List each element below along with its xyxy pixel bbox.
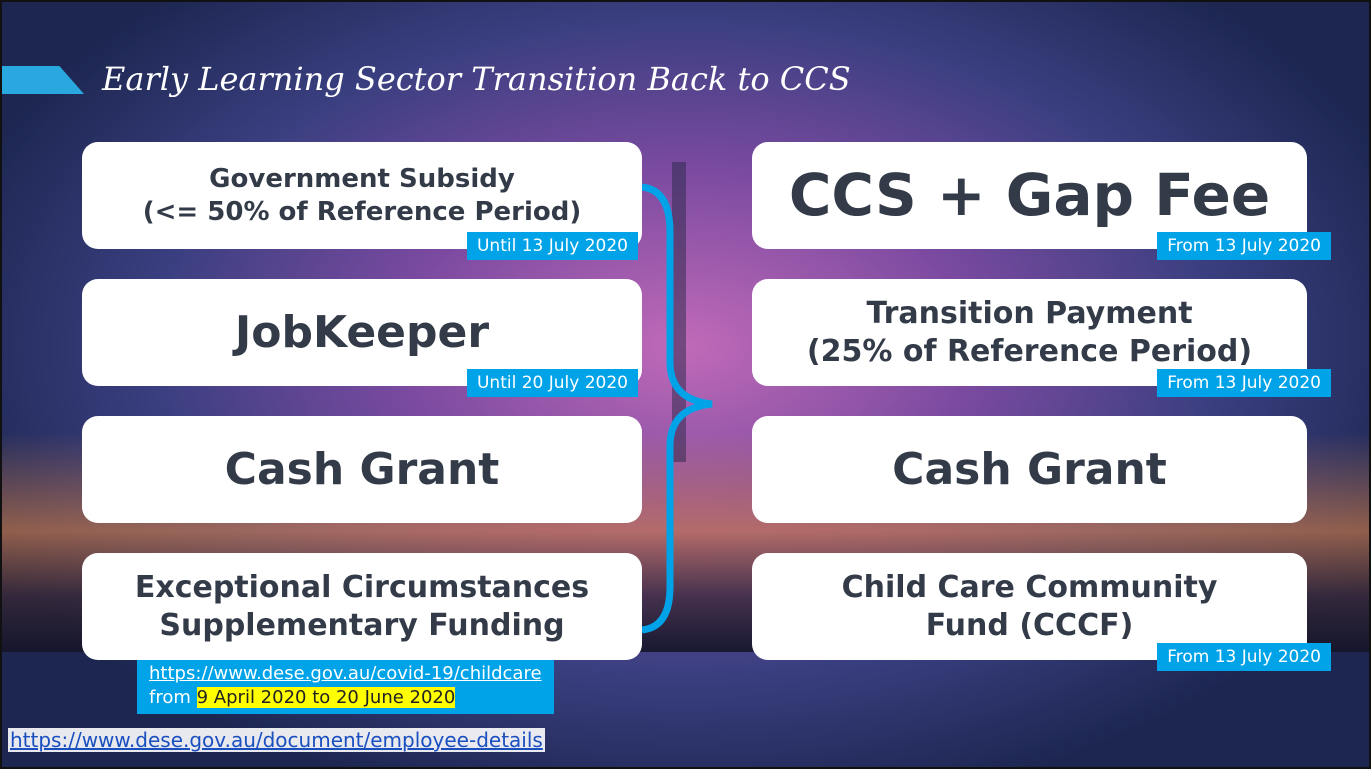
date-tag: From 13 July 2020 xyxy=(1157,369,1331,397)
card-line: Government Subsidy xyxy=(209,164,515,194)
card: Exceptional Circumstances Supplementary F… xyxy=(82,553,642,660)
card-line: Child Care Community xyxy=(841,570,1218,605)
card-label: CCS + Gap Fee xyxy=(789,159,1270,232)
card-label: Exceptional Circumstances Supplementary F… xyxy=(135,569,589,644)
card-line: Transition Payment xyxy=(866,296,1193,331)
date-tag: Until 13 July 2020 xyxy=(466,232,638,260)
note-prefix: from xyxy=(149,687,191,708)
card: JobKeeper xyxy=(82,279,642,386)
date-tag: From 13 July 2020 xyxy=(1157,232,1331,260)
card-line: (25% of Reference Period) xyxy=(806,333,1253,369)
date-tag: From 13 July 2020 xyxy=(1157,643,1331,671)
card: Cash Grant xyxy=(82,416,642,523)
footer-link[interactable]: https://www.dese.gov.au/document/employe… xyxy=(10,728,543,752)
brace xyxy=(641,183,713,634)
card-line: CCS + Gap Fee xyxy=(788,161,1271,230)
note-highlight: 9 April 2020 to 20 June 2020 xyxy=(196,687,456,708)
card-line: Cash Grant xyxy=(892,444,1167,495)
slide-title: Early Learning Sector Transition Back to… xyxy=(102,60,851,98)
card-label: Cash Grant xyxy=(892,442,1167,497)
card-label: JobKeeper xyxy=(235,305,489,360)
card: Cash Grant xyxy=(752,416,1307,523)
card-line: Supplementary Funding xyxy=(159,607,565,643)
footer: https://www.dese.gov.au/document/employe… xyxy=(8,728,545,752)
card: Child Care Community Fund (CCCF) xyxy=(752,553,1307,660)
card-label: Government Subsidy (<= 50% of Reference P… xyxy=(143,163,581,228)
card-line: Cash Grant xyxy=(224,444,500,495)
card-label: Transition Payment (25% of Reference Peri… xyxy=(807,295,1252,370)
card-line: Exceptional Circumstances xyxy=(134,570,590,605)
note-link[interactable]: https://www.dese.gov.au/covid-19/childca… xyxy=(149,663,542,684)
card-label: Child Care Community Fund (CCCF) xyxy=(842,569,1218,644)
card-label: Cash Grant xyxy=(225,442,500,497)
card: CCS + Gap Fee xyxy=(752,142,1307,249)
date-tag: Until 20 July 2020 xyxy=(466,369,638,397)
card-line: (<= 50% of Reference Period) xyxy=(142,196,582,227)
card-line: Fund (CCCF) xyxy=(925,607,1134,643)
card: Transition Payment (25% of Reference Peri… xyxy=(752,279,1307,386)
note: https://www.dese.gov.au/covid-19/childca… xyxy=(137,658,554,714)
card-line: JobKeeper xyxy=(234,307,490,358)
card: Government Subsidy (<= 50% of Reference P… xyxy=(82,142,642,249)
